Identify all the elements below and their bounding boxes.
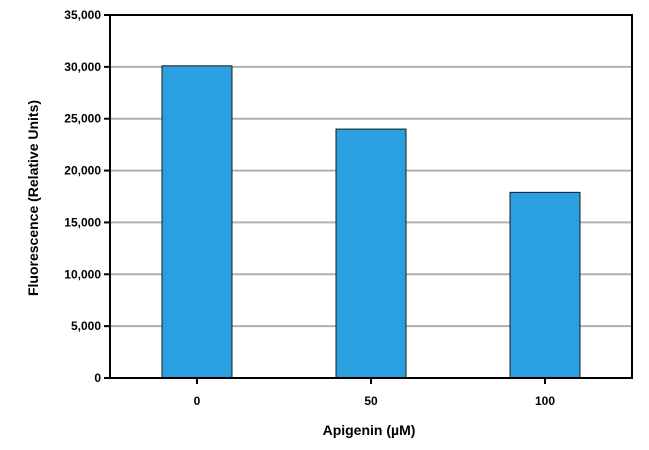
y-axis-label: Fluorescence (Relative Units)	[25, 100, 41, 296]
x-tick-label: 0	[194, 394, 201, 408]
y-tick-label: 0	[94, 371, 101, 385]
tick-labels: 0 5,000 10,000 15,000 20,000 25,000 30,000 35,0…	[64, 8, 555, 408]
y-tick-label: 35,000	[64, 8, 101, 22]
y-tick-label: 30,000	[64, 60, 101, 74]
plot-frame	[109, 14, 633, 379]
x-axis-label: Apigenin (µM)	[323, 422, 416, 438]
y-tick-label: 10,000	[64, 267, 101, 281]
x-tick-label: 100	[535, 394, 555, 408]
y-tick-label: 25,000	[64, 112, 101, 126]
bars	[161, 65, 581, 379]
bar-50	[335, 128, 407, 379]
axes	[104, 14, 633, 384]
y-tick-label: 15,000	[64, 215, 101, 229]
bar-100	[509, 191, 581, 379]
x-tick-label: 50	[364, 394, 378, 408]
y-tick-label: 20,000	[64, 164, 101, 178]
y-tick-label: 5,000	[71, 319, 101, 333]
bar-0	[161, 65, 233, 379]
